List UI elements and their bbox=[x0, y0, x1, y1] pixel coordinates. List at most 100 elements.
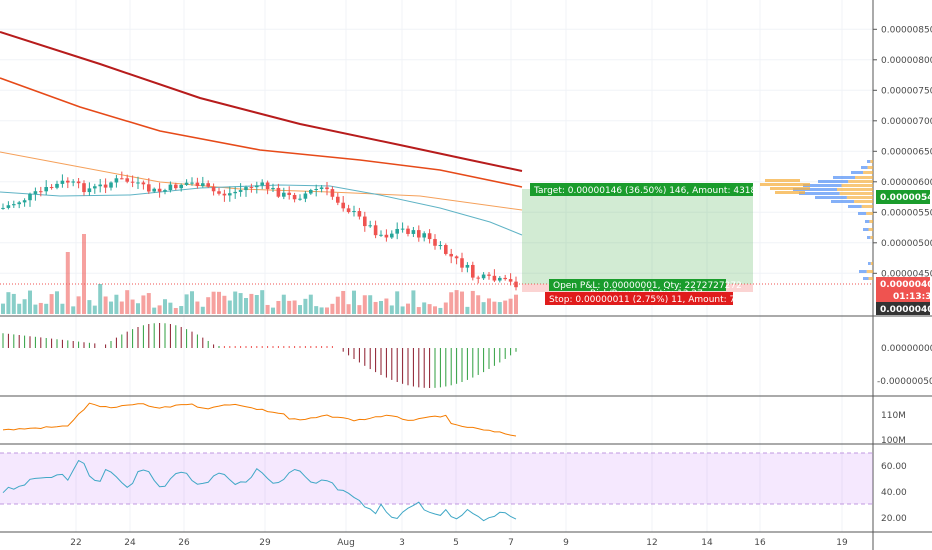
open-pnl-label: Open P&L: 0.00000001, Qty: 2272727272 bbox=[553, 281, 742, 291]
candle-body bbox=[168, 184, 173, 191]
volume-profile-bar bbox=[870, 236, 873, 239]
candle-body bbox=[330, 189, 335, 197]
volume-line bbox=[2, 402, 517, 437]
volume-bar bbox=[481, 302, 486, 314]
target-price-badge bbox=[876, 190, 930, 204]
candle-body bbox=[476, 277, 480, 279]
long-position-tool[interactable]: Target: 0.00000146 (36.50%) 146, Amount:… bbox=[522, 183, 771, 305]
candle-body bbox=[141, 182, 146, 185]
volume-bar bbox=[265, 304, 270, 314]
candle-body bbox=[201, 183, 205, 187]
time-scale[interactable]: 22 24 26 29 Aug 3 5 7 9 12 14 16 19 bbox=[70, 538, 848, 548]
volume-bar bbox=[71, 306, 76, 314]
price-label: 0.00000500 bbox=[881, 239, 932, 249]
volume-bar bbox=[49, 294, 54, 314]
volume-bar bbox=[292, 300, 297, 314]
volume-profile-bar bbox=[858, 212, 867, 215]
volume-bar bbox=[379, 300, 383, 314]
candle-body bbox=[454, 256, 459, 259]
candle-body bbox=[217, 191, 221, 194]
candle-body bbox=[152, 188, 156, 192]
candle-body bbox=[276, 187, 281, 197]
candle-body bbox=[503, 277, 507, 280]
candle-body bbox=[244, 187, 248, 191]
price-scale[interactable]: 0.00000850 0.00000800 0.00000750 0.00000700… bbox=[873, 25, 932, 524]
stop-label: Stop: 0.00000011 (2.75%) 11, Amount: 750 bbox=[549, 295, 747, 305]
volume-bar bbox=[238, 293, 243, 314]
volume-bar bbox=[60, 303, 65, 314]
volume-bar bbox=[276, 300, 281, 314]
candle-body bbox=[363, 216, 367, 227]
candle-body bbox=[487, 274, 491, 276]
candle-body bbox=[66, 180, 70, 183]
volume-bar bbox=[17, 303, 22, 314]
volume-bar bbox=[157, 305, 162, 314]
candle-body bbox=[190, 182, 194, 184]
candle-body bbox=[481, 274, 486, 279]
volume-bar bbox=[406, 303, 410, 314]
candle-body bbox=[163, 190, 167, 192]
candle-body bbox=[271, 187, 275, 190]
volume-bar bbox=[508, 298, 513, 314]
stop-label-box bbox=[545, 292, 733, 305]
oscillator-pane[interactable] bbox=[0, 452, 873, 522]
volume-bar bbox=[179, 306, 184, 314]
price-label: 0.00000600 bbox=[881, 178, 932, 188]
candle-body bbox=[314, 189, 318, 191]
volume-bar bbox=[298, 305, 302, 314]
time-label: 3 bbox=[399, 538, 405, 548]
volume-bar bbox=[514, 294, 518, 314]
candle-body bbox=[147, 184, 151, 192]
volume-bar bbox=[92, 305, 97, 314]
volume-bar bbox=[114, 294, 119, 314]
price-label: 0.00000800 bbox=[881, 56, 932, 66]
candle-body bbox=[449, 253, 453, 257]
volume-bar bbox=[22, 299, 27, 314]
candle-body bbox=[265, 182, 270, 190]
candle-body bbox=[28, 193, 32, 201]
volume-profile-bar bbox=[863, 277, 869, 280]
volume-bar bbox=[422, 302, 427, 314]
volume-profile-bar bbox=[868, 262, 871, 265]
candle-body bbox=[390, 233, 394, 238]
ma-line-red bbox=[0, 77, 523, 188]
volume-bar bbox=[87, 300, 92, 314]
candle-body bbox=[282, 192, 286, 197]
volume-bar bbox=[136, 303, 140, 314]
volume-profile-bar bbox=[865, 220, 870, 223]
candle-body bbox=[368, 225, 372, 227]
time-label: 26 bbox=[178, 538, 190, 548]
volume-bar bbox=[389, 305, 394, 314]
volume-bar bbox=[411, 290, 416, 314]
price-label: 0.00000700 bbox=[881, 117, 932, 127]
oscillator-line bbox=[2, 459, 517, 522]
volume-profile-bar bbox=[793, 188, 837, 191]
price-pane[interactable] bbox=[0, 31, 873, 291]
histogram-pane[interactable] bbox=[2, 323, 517, 388]
target-zone[interactable] bbox=[522, 189, 753, 284]
candle-body bbox=[298, 198, 302, 200]
current-price-badge bbox=[876, 277, 930, 290]
candle-body bbox=[260, 182, 264, 186]
candle-body bbox=[103, 184, 108, 188]
volume-bar bbox=[476, 295, 481, 314]
candle-body bbox=[379, 234, 383, 236]
volume-bar bbox=[190, 291, 194, 314]
volume-line-axis-label: 100M bbox=[881, 436, 906, 446]
volume-profile-bar bbox=[803, 184, 842, 187]
candle-body bbox=[76, 181, 81, 184]
candle-body bbox=[325, 187, 329, 190]
price-label: 0.00000450 bbox=[881, 269, 932, 279]
time-label: 16 bbox=[754, 538, 766, 548]
candle-body bbox=[508, 279, 513, 282]
volume-bar bbox=[287, 300, 292, 314]
volume-profile-bar bbox=[859, 270, 867, 273]
volume-bar bbox=[163, 299, 167, 314]
volume-bar bbox=[492, 301, 497, 314]
candle-body bbox=[114, 178, 119, 183]
candle-body bbox=[206, 183, 210, 187]
volume-profile-bar bbox=[837, 188, 873, 191]
volume-line-pane[interactable] bbox=[2, 402, 517, 437]
